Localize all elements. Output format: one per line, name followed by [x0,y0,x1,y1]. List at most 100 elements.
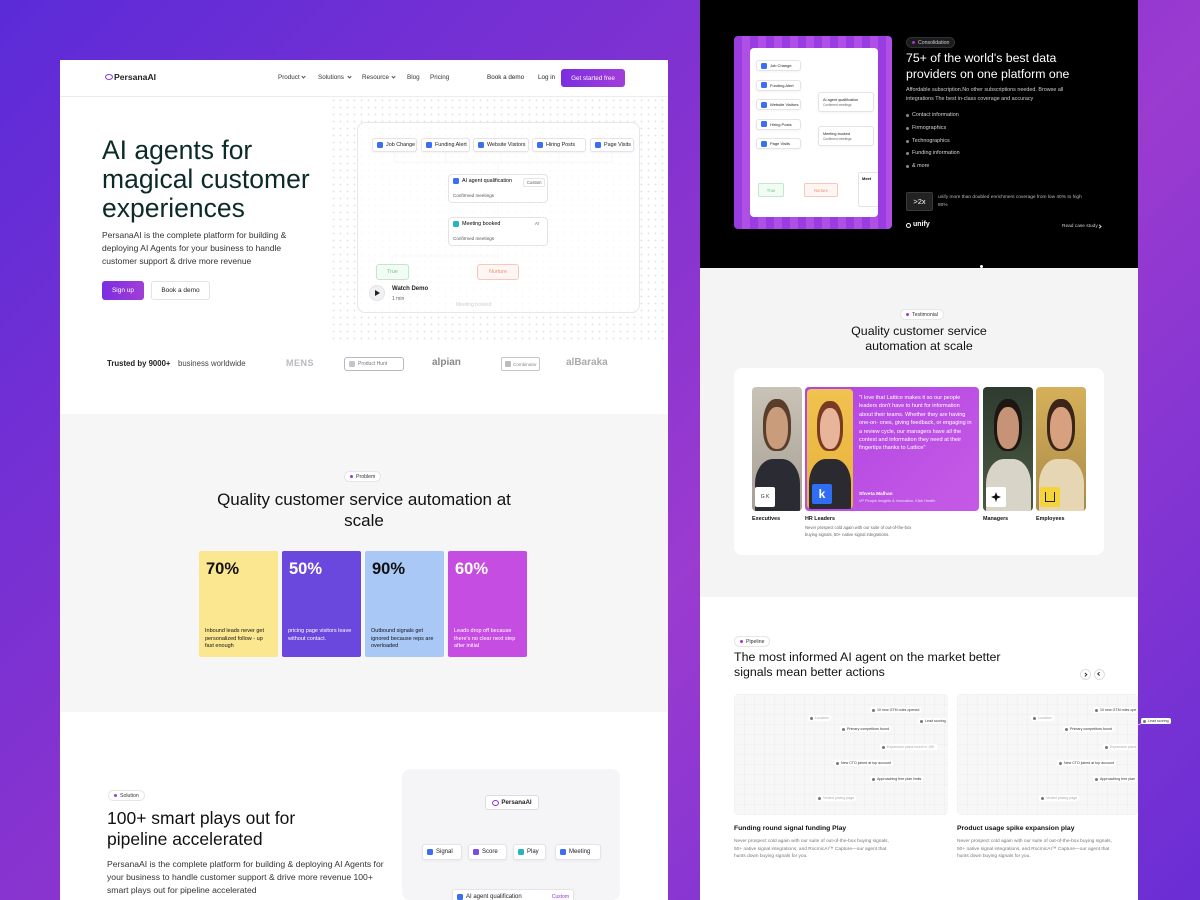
qual-node: AI agent qualification Custom Confirmed me… [448,174,548,203]
icon [872,777,875,781]
bullet-dot [906,152,909,156]
icon [1143,719,1146,723]
card-trigger: Website Visitors [756,99,801,110]
demo-button[interactable]: Book a demo [151,281,210,300]
stat-text: Inbound leads never get personalized fol… [205,628,265,649]
tag-dot [350,475,353,478]
signal-node: Location [1031,715,1054,721]
nav-link[interactable]: Solutions [318,74,344,81]
icon [505,361,511,367]
nav-link[interactable]: Blog [407,74,420,81]
signal-node: New CTO joined at top account [834,760,893,766]
nav-cta[interactable]: Get started free [561,69,625,87]
icon [377,142,383,148]
logo-text: Combinator [513,361,537,367]
carousel-dot [980,265,983,268]
trusted-lead: Trusted by 9000+ [107,359,171,368]
trusted-text: business worldwide [178,359,246,368]
pipeline-card-title: Product usage spike expansion play [957,825,1075,832]
trigger-chip: Page Visits [590,138,634,152]
pipeline-card-desc: Never prospect cold again with our suite… [957,839,1112,860]
bullet: Contact information [912,112,959,118]
icon [920,719,923,723]
icon [872,708,875,712]
signal-node-label: 10 new GTM roles opened [877,708,920,712]
photo-face [766,406,788,449]
stat-value: 50% [289,560,323,578]
icon [518,849,524,855]
icon [1059,761,1062,765]
card-trigger-label: Job Change [770,63,792,68]
tag-dot [906,313,909,316]
card-trigger: Funding Alert [756,79,801,91]
photo-face [819,408,841,449]
icon [761,82,767,88]
signal-node-label: New CTO joined at top account [841,761,891,765]
qual-tag: Custom [523,178,546,187]
signal-node-label: Location [1038,716,1052,720]
icon [761,140,767,147]
signal-node: Approaching free plan limits [1093,776,1136,782]
logo-icon [492,799,500,806]
trigger-label: Hiring Posts [546,142,576,148]
card-meeting-title: Meeting booked [823,131,851,136]
consolidation-title: 75+ of the world's best data providers o… [906,51,1070,81]
carousel-arrow[interactable] [1094,669,1105,680]
card-trigger: Hiring Posts [756,118,801,130]
signal-node-label: Lead scoring [925,719,946,723]
trigger-label: Job Change [386,142,416,148]
person-label: Employees [1036,516,1065,522]
tag-text: Testimonial [912,311,938,318]
signal-node: Primary competitors found [840,726,891,732]
diagram-next-tag: Custom [551,894,569,900]
icon [818,796,821,800]
logo-combinator: Combinator [501,357,540,371]
section-tag: Consolidation [906,37,956,48]
badge-star [991,492,1001,502]
nav-book[interactable]: Book a demo [487,74,525,81]
case-study-link[interactable]: Read case study [1062,224,1098,229]
signal-node-label: Primary competitors found [1070,727,1112,731]
nav-login[interactable]: Log in [538,74,556,81]
card-mask [878,48,892,217]
icon [595,142,601,148]
trigger-chip: Hiring Posts [532,138,586,152]
icon [427,849,433,855]
card-trigger: Job Change [756,60,801,71]
qual-title: AI agent qualification [462,178,513,184]
nav-link[interactable]: Resource [362,74,389,81]
bullet: & more [912,163,930,170]
icon [882,745,885,749]
icon [761,101,767,108]
badge: G K [755,487,775,507]
section-tag: Problem [344,471,382,482]
icon [453,178,459,184]
bullet: Funding information [912,150,960,157]
diagram-next: AI agent qualification Custom [452,889,574,900]
signal-node: Approaching free plan limits [870,776,924,782]
trigger-label: Website Visitors [487,142,526,148]
icon [1041,796,1044,800]
stat-text: unify more than doubled enrichment cover… [938,195,1082,208]
meeting-node: Meeting booked AI Confirmed meetings [448,217,548,246]
tag-dot [114,794,117,797]
signal-node-label: Expansion plans found in 10K [887,745,935,749]
pipeline-card-title: Funding round signal funding Play [734,825,847,832]
stat-text: Outbound signals get ignored because rep… [371,628,434,649]
card-trigger-label: Funding Alert [770,82,794,88]
signup-button[interactable]: Sign up [102,281,144,300]
meeting-title: Meeting booked [462,221,501,227]
signal-node-label: Expansion plans found in 10K [1110,745,1136,749]
signal-node: Lead scoring [918,718,946,724]
card-trigger-label: Hiring Posts [770,121,792,127]
carousel-arrow[interactable] [1080,669,1091,680]
bullet: Firmographics [912,124,947,131]
nav-link[interactable]: Product [278,74,300,81]
nav-link[interactable]: Pricing [430,74,450,81]
stat-box: >2x [906,192,933,211]
icon [810,716,813,720]
logo-albaraka: alBaraka [566,357,608,368]
stat-value: 60% [455,560,489,578]
trigger-label: Funding Alert [435,142,467,148]
logo-icon [105,74,113,80]
